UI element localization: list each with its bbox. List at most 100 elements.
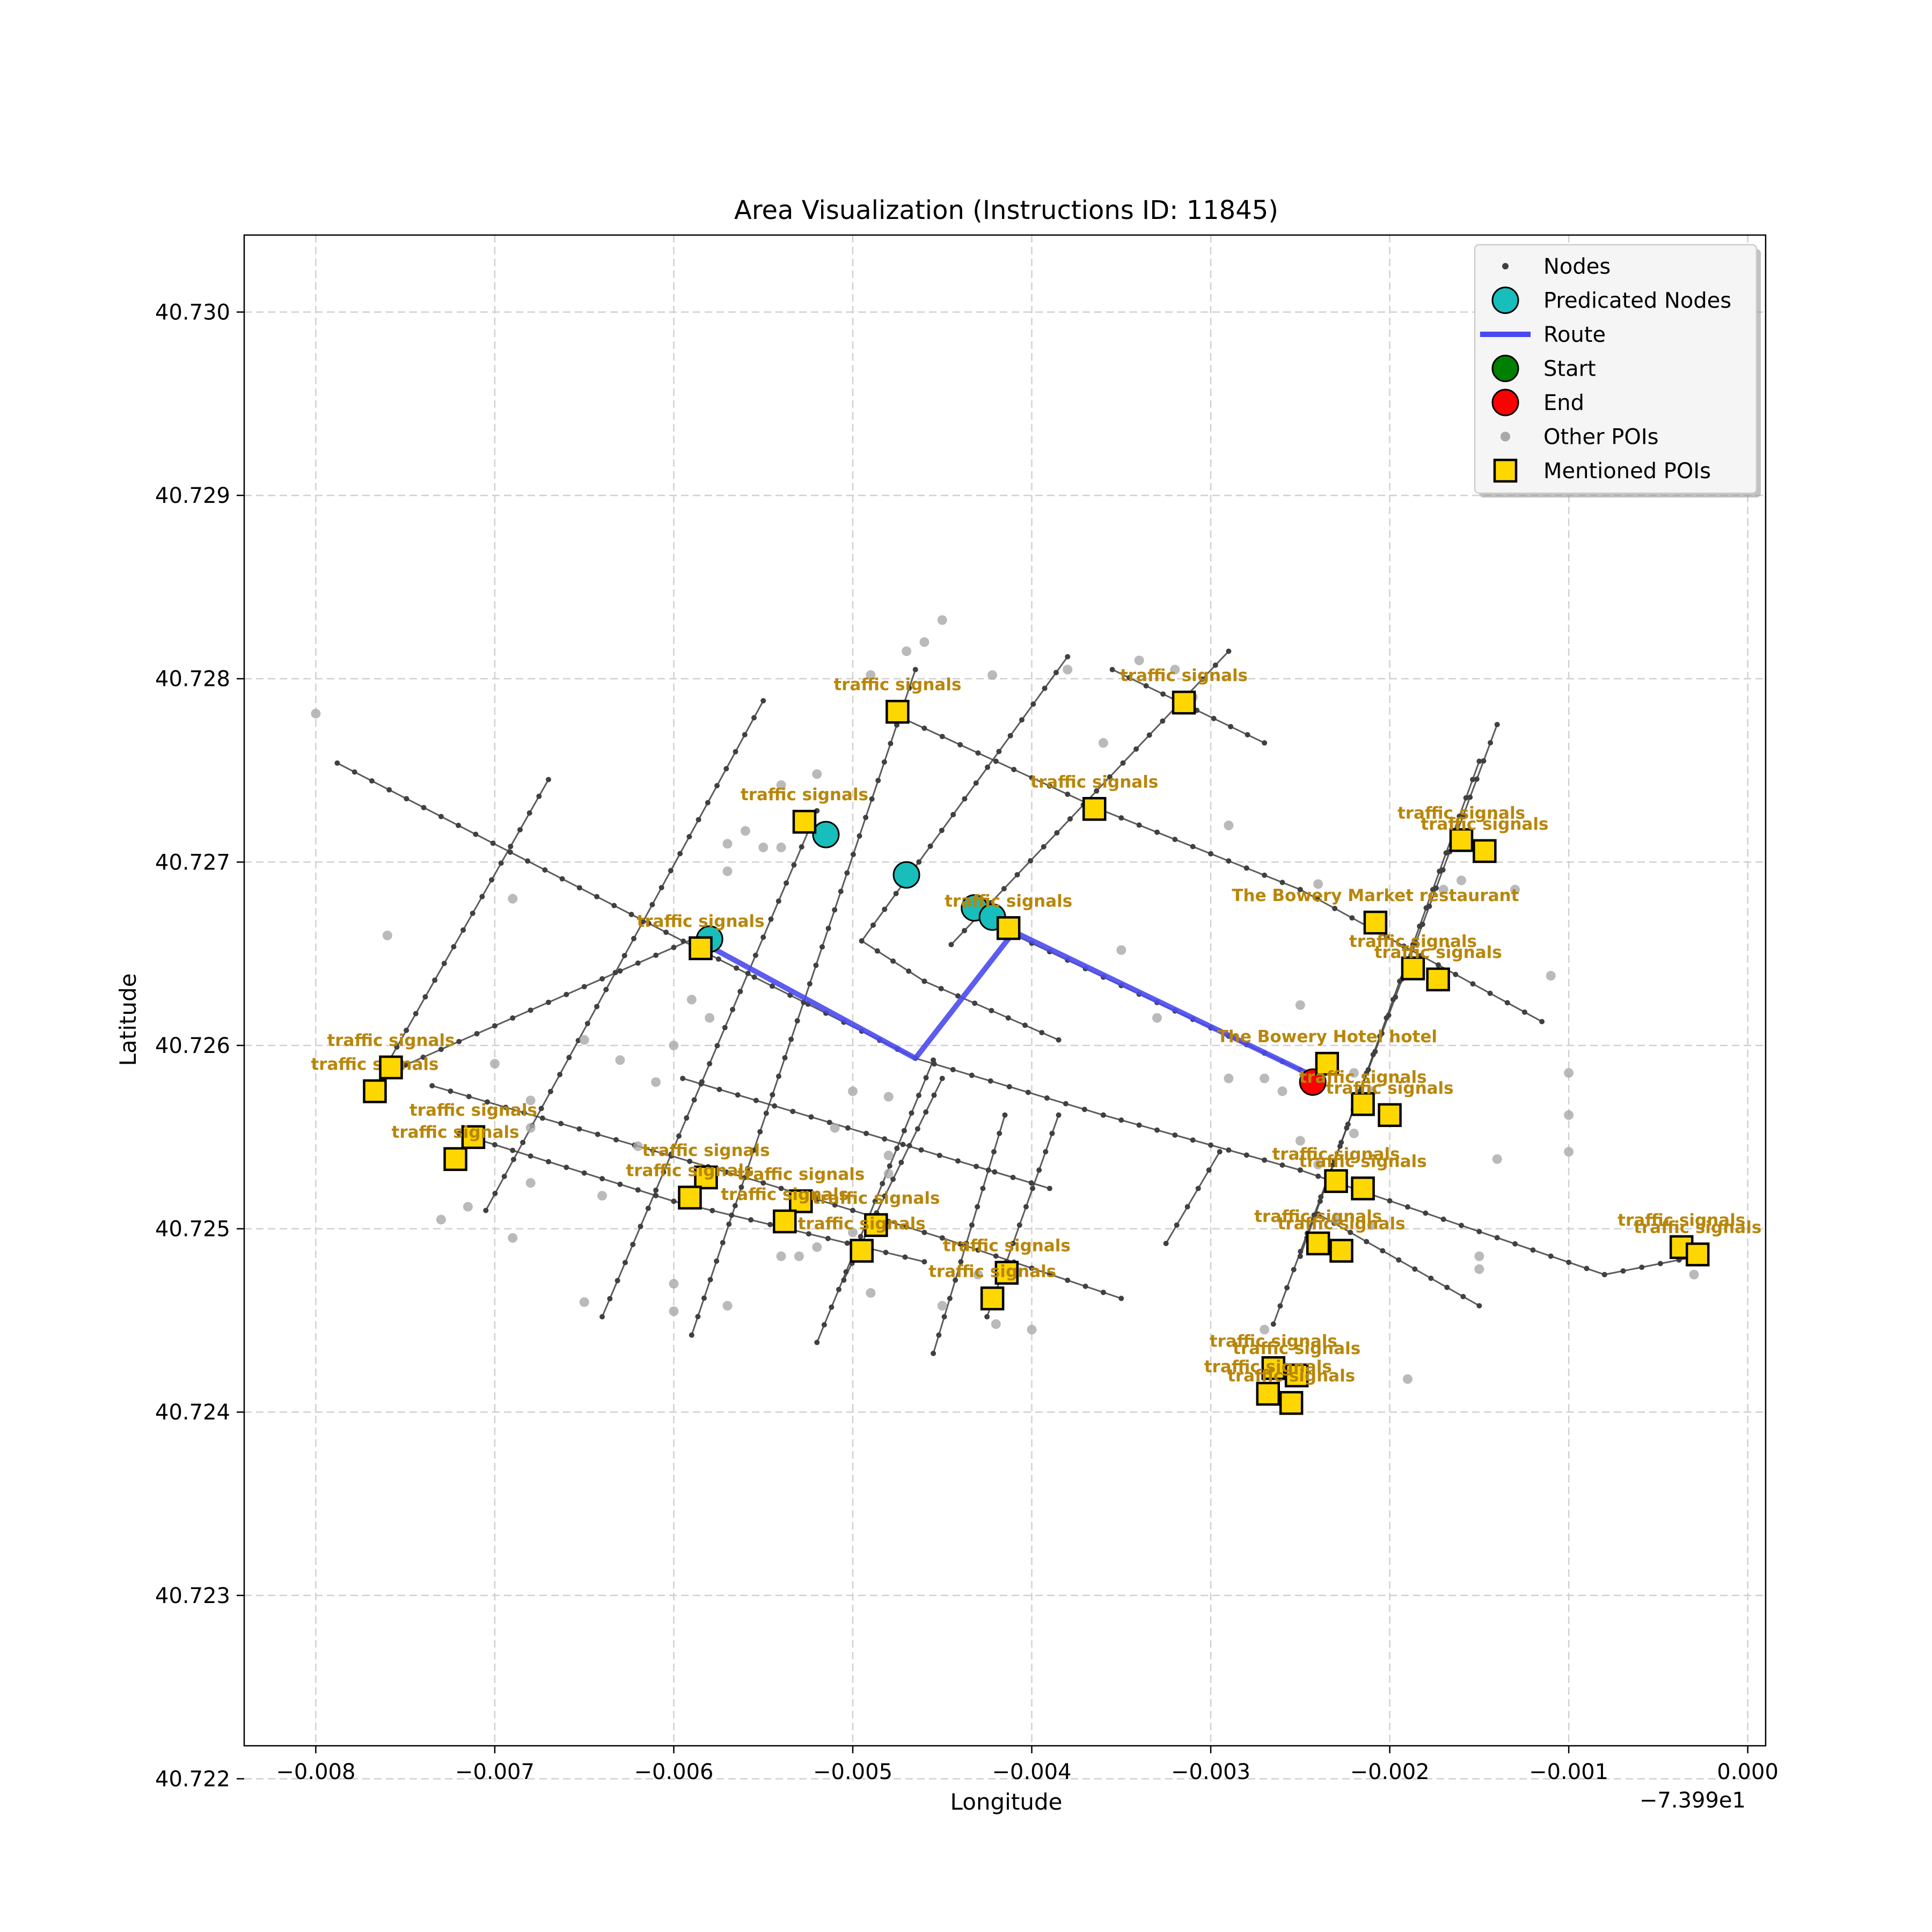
legend-box bbox=[1474, 244, 1758, 494]
node-point bbox=[751, 715, 757, 721]
node-point bbox=[972, 1000, 978, 1006]
other-poi-point bbox=[1260, 1073, 1270, 1084]
x-tick-label: −0.007 bbox=[455, 1760, 535, 1784]
node-point bbox=[684, 1115, 690, 1121]
mentioned-poi-label: traffic signals bbox=[1210, 1331, 1337, 1351]
node-point bbox=[938, 986, 944, 992]
node-point bbox=[1005, 1015, 1011, 1021]
node-point bbox=[760, 934, 766, 940]
legend-entry-label: End bbox=[1543, 391, 1584, 415]
node-point bbox=[594, 894, 600, 899]
node-point bbox=[1444, 1284, 1450, 1290]
node-point bbox=[1126, 675, 1132, 680]
mentioned-poi-marker bbox=[1363, 910, 1388, 935]
node-point bbox=[1262, 740, 1268, 746]
node-point bbox=[775, 898, 781, 904]
node-point bbox=[882, 906, 888, 912]
node-point bbox=[845, 1125, 851, 1131]
x-tick-label: −0.001 bbox=[1529, 1760, 1608, 1784]
node-point bbox=[1046, 1185, 1052, 1191]
node-point bbox=[429, 1083, 435, 1089]
node-point bbox=[1460, 813, 1466, 818]
node-point bbox=[474, 1031, 480, 1037]
legend-marker-circle bbox=[1491, 287, 1519, 314]
node-point bbox=[595, 1131, 601, 1137]
other-poi-point bbox=[883, 1150, 894, 1160]
node-point bbox=[1172, 1132, 1178, 1138]
node-point bbox=[1120, 760, 1126, 766]
node-point bbox=[1217, 1149, 1223, 1155]
node-point bbox=[921, 1259, 927, 1265]
node-point bbox=[1036, 1167, 1042, 1173]
other-poi-point bbox=[794, 1251, 804, 1261]
node-point bbox=[788, 1036, 794, 1042]
mentioned-poi-label: traffic signals bbox=[1227, 1366, 1355, 1386]
node-point bbox=[584, 1021, 590, 1027]
node-point bbox=[581, 1170, 587, 1176]
node-point bbox=[1118, 815, 1124, 821]
node-point bbox=[558, 1121, 564, 1126]
node-point bbox=[958, 1259, 964, 1265]
node-point bbox=[880, 1181, 885, 1187]
mentioned-poi-marker bbox=[789, 1189, 813, 1213]
node-point bbox=[778, 1185, 784, 1191]
mentioned-poi-label: traffic signals bbox=[1421, 815, 1548, 834]
mentioned-poi-marker bbox=[461, 1125, 486, 1150]
node-point bbox=[1494, 1235, 1500, 1241]
legend: Nodes Predicated Nodes Route Start End Other … bbox=[1474, 244, 1761, 497]
node-point bbox=[1428, 1275, 1434, 1281]
other-poi-point bbox=[1331, 1214, 1341, 1225]
node-point bbox=[576, 1126, 582, 1132]
node-point bbox=[557, 1072, 563, 1078]
other-poi-point bbox=[1457, 875, 1466, 885]
other-poi-point bbox=[651, 1077, 661, 1087]
node-point bbox=[1297, 887, 1303, 892]
node-point bbox=[1043, 1149, 1049, 1155]
node-point bbox=[753, 1097, 759, 1103]
node-point bbox=[1436, 962, 1441, 968]
node-point bbox=[962, 928, 968, 934]
node-point bbox=[1291, 1267, 1297, 1272]
node-point bbox=[394, 1044, 400, 1050]
other-poi-point bbox=[812, 769, 822, 779]
node-point bbox=[763, 1110, 769, 1116]
node-point bbox=[635, 1187, 641, 1193]
node-point bbox=[1228, 723, 1234, 729]
mentioned-poi-marker bbox=[1473, 839, 1497, 863]
other-poi-point bbox=[489, 1059, 500, 1069]
node-point bbox=[975, 750, 981, 756]
mentioned-poi-marker bbox=[363, 1079, 387, 1103]
mentioned-poi-marker bbox=[1324, 1169, 1348, 1194]
node-point bbox=[1010, 1174, 1016, 1180]
node-point bbox=[850, 1208, 855, 1213]
node-point bbox=[950, 811, 956, 817]
node-point bbox=[1474, 776, 1480, 782]
node-point bbox=[696, 817, 701, 823]
node-point bbox=[991, 1149, 997, 1155]
mentioned-poi-marker bbox=[1426, 967, 1450, 992]
node-point bbox=[826, 1119, 832, 1125]
node-point bbox=[893, 891, 899, 897]
node-point bbox=[1133, 746, 1139, 752]
node-point bbox=[1160, 691, 1166, 697]
node-point bbox=[996, 749, 1002, 755]
node-point bbox=[638, 1224, 643, 1230]
node-point bbox=[841, 1277, 847, 1283]
mentioned-poi-marker bbox=[885, 699, 910, 724]
node-point bbox=[1379, 1030, 1385, 1036]
legend-marker-circle bbox=[1491, 355, 1519, 382]
other-poi-point bbox=[973, 1270, 983, 1280]
node-point bbox=[1002, 1112, 1008, 1118]
node-point bbox=[517, 827, 523, 833]
mentioned-poi-label: traffic signals bbox=[737, 1165, 865, 1184]
node-point bbox=[1279, 1162, 1285, 1168]
mentioned-poi-label: traffic signals bbox=[1299, 1152, 1427, 1171]
mentioned-poi-marker bbox=[1279, 1391, 1304, 1415]
node-point bbox=[782, 1055, 788, 1061]
node-point bbox=[745, 1166, 751, 1172]
mentioned-poi-label: traffic signals bbox=[409, 1101, 537, 1120]
node-point bbox=[819, 944, 825, 950]
node-point bbox=[661, 1169, 667, 1175]
node-point bbox=[806, 1231, 811, 1237]
node-point bbox=[510, 1157, 516, 1162]
